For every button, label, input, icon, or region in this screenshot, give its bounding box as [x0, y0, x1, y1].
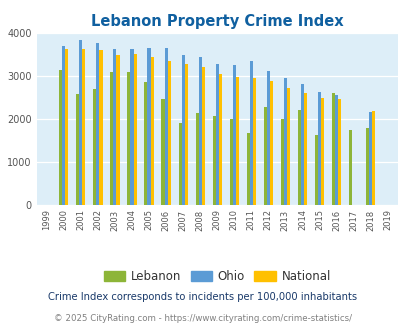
Bar — [167, 61, 170, 205]
Bar — [300, 83, 303, 205]
Bar — [365, 128, 368, 205]
Bar — [201, 67, 204, 205]
Bar — [331, 93, 334, 205]
Bar — [283, 78, 286, 205]
Bar — [110, 72, 113, 205]
Bar — [212, 116, 215, 205]
Bar — [286, 88, 289, 205]
Bar — [314, 135, 317, 205]
Bar — [164, 48, 167, 205]
Bar — [96, 43, 99, 205]
Bar — [215, 64, 218, 205]
Bar — [82, 49, 85, 205]
Bar — [218, 74, 221, 205]
Bar — [263, 107, 266, 205]
Bar — [116, 55, 119, 205]
Legend: Lebanon, Ohio, National: Lebanon, Ohio, National — [98, 265, 335, 288]
Bar — [144, 82, 147, 205]
Bar — [147, 48, 150, 205]
Bar — [161, 100, 164, 205]
Bar — [337, 100, 340, 205]
Bar — [280, 119, 283, 205]
Bar — [235, 77, 238, 205]
Bar — [266, 71, 269, 205]
Bar — [297, 110, 300, 205]
Bar — [348, 129, 351, 205]
Bar — [317, 92, 320, 205]
Bar — [195, 113, 198, 205]
Bar — [62, 46, 65, 205]
Bar — [232, 65, 235, 205]
Bar — [371, 111, 374, 205]
Bar — [133, 54, 136, 205]
Bar — [229, 119, 232, 205]
Bar — [252, 79, 255, 205]
Text: Crime Index corresponds to incidents per 100,000 inhabitants: Crime Index corresponds to incidents per… — [48, 292, 357, 302]
Bar — [113, 49, 116, 205]
Bar — [303, 93, 306, 205]
Bar — [79, 40, 82, 205]
Bar — [76, 94, 79, 205]
Bar — [130, 49, 133, 205]
Bar — [181, 55, 184, 205]
Bar — [249, 61, 252, 205]
Bar — [127, 72, 130, 205]
Bar — [320, 98, 323, 205]
Bar — [178, 123, 181, 205]
Title: Lebanon Property Crime Index: Lebanon Property Crime Index — [91, 14, 343, 29]
Bar — [93, 89, 96, 205]
Bar — [269, 81, 272, 205]
Bar — [184, 64, 187, 205]
Text: © 2025 CityRating.com - https://www.cityrating.com/crime-statistics/: © 2025 CityRating.com - https://www.city… — [54, 314, 351, 323]
Bar — [334, 95, 337, 205]
Bar — [150, 57, 153, 205]
Bar — [246, 133, 249, 205]
Bar — [99, 50, 102, 205]
Bar — [59, 70, 62, 205]
Bar — [65, 49, 68, 205]
Bar — [198, 57, 201, 205]
Bar — [368, 112, 371, 205]
